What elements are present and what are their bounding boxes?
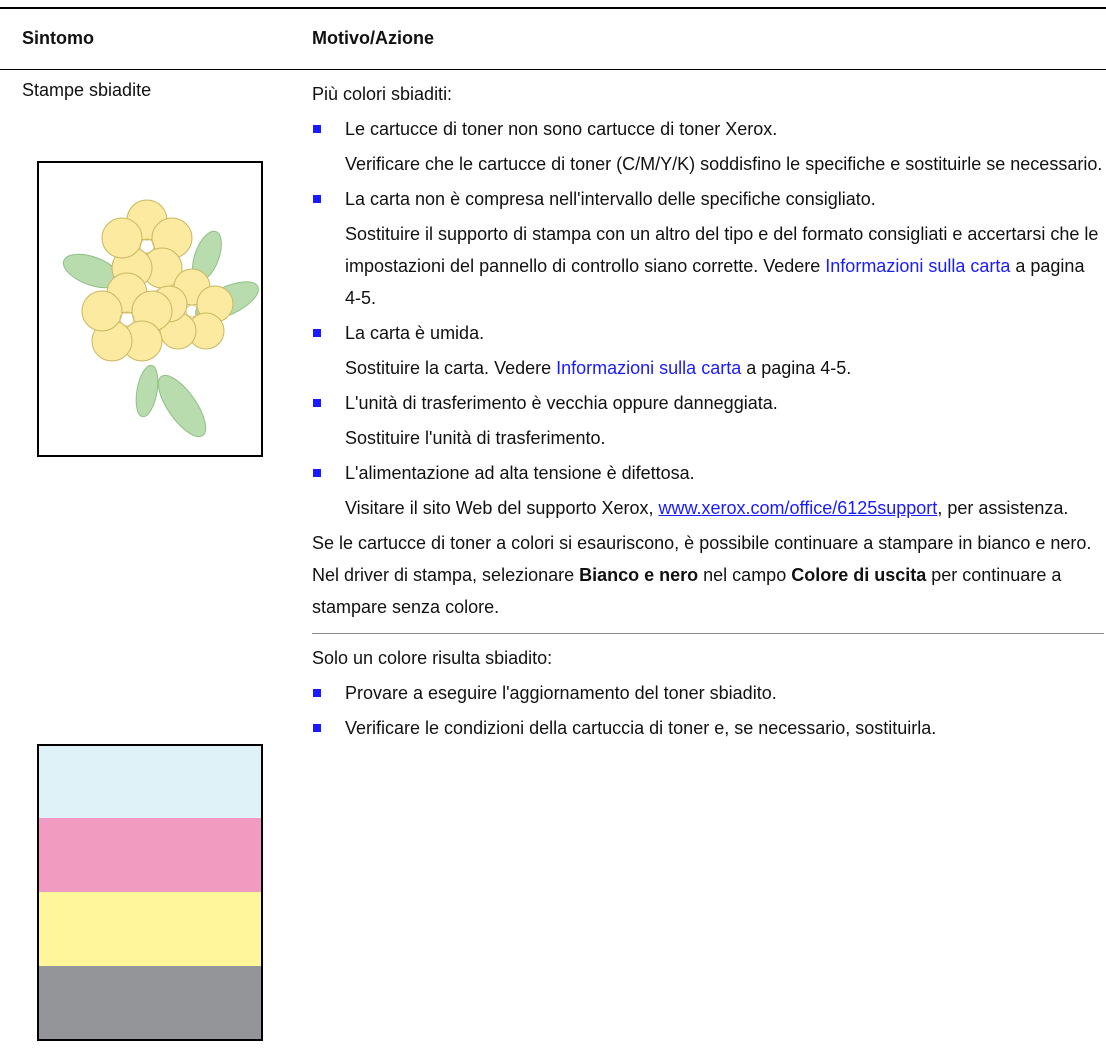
symptom: Stampe sbiadite (22, 80, 152, 100)
header-action: Motivo/Azione (312, 28, 434, 48)
text-run: nel campo (698, 565, 792, 585)
text-run: Se le cartucce di toner a colori si esau… (312, 533, 1092, 585)
header-rule (0, 69, 1106, 70)
item-action: Sostituire la carta. Vedere Informazioni… (312, 352, 1104, 384)
link[interactable]: Informazioni sulla carta (556, 358, 742, 378)
top-rule (0, 7, 1106, 9)
section: Solo un colore risulta sbiadito: Provare … (312, 633, 1104, 744)
action-column: Più colori sbiaditi: Le cartucce di toner… (312, 78, 1104, 744)
text-run: , per assistenza. (937, 498, 1069, 518)
item-action: Verificare che le cartucce di toner (C/M… (312, 148, 1104, 180)
link[interactable]: Informazioni sulla carta (825, 256, 1011, 276)
bold-text: Bianco e nero (579, 565, 699, 585)
text-run: per continuare a stampare senza colore. (312, 565, 1062, 617)
item-action: Visitare il sito Web del supporto Xerox,… (312, 492, 1104, 524)
item-action: Sostituire l'unità di trasferimento. (312, 422, 1104, 454)
bullet-item: La carta è umida. (312, 317, 1104, 349)
bullet-item: L'unità di trasferimento è vecchia oppur… (312, 387, 1104, 419)
section-intro: Solo un colore risulta sbiadito: (312, 648, 553, 668)
section-note: Se le cartucce di toner a colori si esau… (312, 527, 1104, 623)
bullet-item: Le cartucce di toner non sono cartucce d… (312, 113, 1104, 145)
item-action: Sostituire il supporto di stampa con un … (312, 218, 1104, 314)
text-run: a pagina 4-5. (345, 256, 1085, 308)
flower-sample (37, 161, 263, 457)
text-run: Sostituire l'unità di trasferimento. (345, 428, 606, 448)
bullet-item: Verificare le condizioni della cartuccia… (312, 712, 1104, 744)
bold-text: Colore di uscita (791, 565, 927, 585)
text-run: Sostituire il supporto di stampa con un … (345, 224, 1099, 276)
text-run: Verificare che le cartucce di toner (C/M… (345, 154, 1103, 174)
section-intro: Più colori sbiaditi: (312, 84, 453, 104)
bullet-item: Provare a eseguire l'aggiornamento del t… (312, 677, 1104, 709)
text-run: Sostituire la carta. Vedere (345, 358, 557, 378)
bullet-item: L'alimentazione ad alta tensione è difet… (312, 457, 1104, 489)
bullet-item: La carta non è compresa nell'intervallo … (312, 183, 1104, 215)
text-run: a pagina 4-5. (741, 358, 852, 378)
section: Più colori sbiaditi: Le cartucce di toner… (312, 78, 1104, 623)
text-run: Visitare il sito Web del supporto Xerox, (345, 498, 659, 518)
header-symptom: Sintomo (22, 28, 94, 48)
color-bands-sample (37, 744, 263, 1041)
link[interactable]: www.xerox.com/office/6125support (658, 498, 938, 518)
